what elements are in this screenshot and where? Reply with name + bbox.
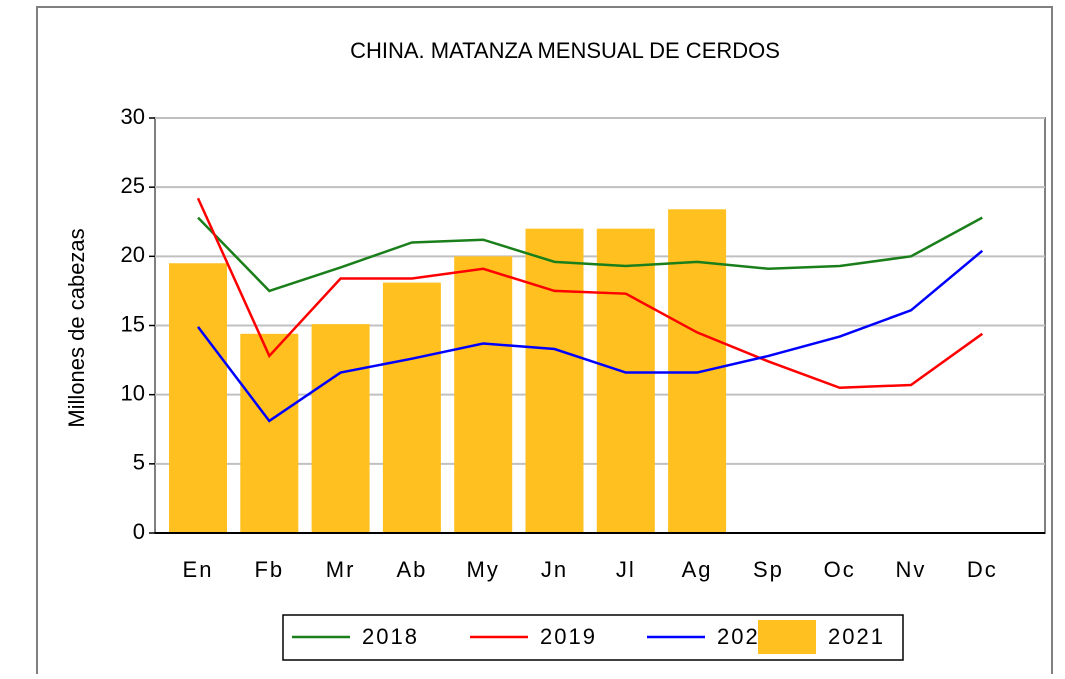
y-tick-label: 10 [121,380,145,405]
y-tick-label: 25 [121,173,145,198]
y-axis-label: Millones de cabezas [64,228,89,427]
x-tick-label: Mr [326,557,356,582]
bar [169,263,227,533]
y-tick-label: 20 [121,242,145,267]
line-series [197,216,983,293]
bar [382,282,441,533]
y-tick-label: 0 [133,519,145,544]
bar [240,333,299,533]
x-tick-label: Nv [896,557,927,582]
x-tick-label: Jl [616,557,636,582]
legend-label: 2021 [828,624,885,649]
bar [454,256,513,533]
y-tick-label: 30 [121,104,145,129]
bar [596,228,655,533]
line-series [197,249,984,423]
line-series [196,197,984,390]
x-tick-label: My [467,557,500,582]
y-tick-label: 15 [121,311,145,336]
x-tick-label: Ab [396,557,427,582]
bar [525,228,584,533]
x-tick-label: Fb [254,557,284,582]
x-tick-label: Oc [824,557,856,582]
x-tick-label: Ag [682,557,713,582]
bar [668,209,727,534]
legend-swatch [758,620,816,654]
chart-title: CHINA. MATANZA MENSUAL DE CERDOS [350,38,780,63]
x-tick-label: En [183,557,214,582]
legend-label: 2019 [540,624,597,649]
legend-label: 2018 [362,624,419,649]
y-tick-label: 5 [133,450,145,475]
x-tick-label: Sp [753,557,784,582]
x-tick-label: Dc [967,557,998,582]
x-tick-label: Jn [541,557,568,582]
bar [311,324,370,533]
